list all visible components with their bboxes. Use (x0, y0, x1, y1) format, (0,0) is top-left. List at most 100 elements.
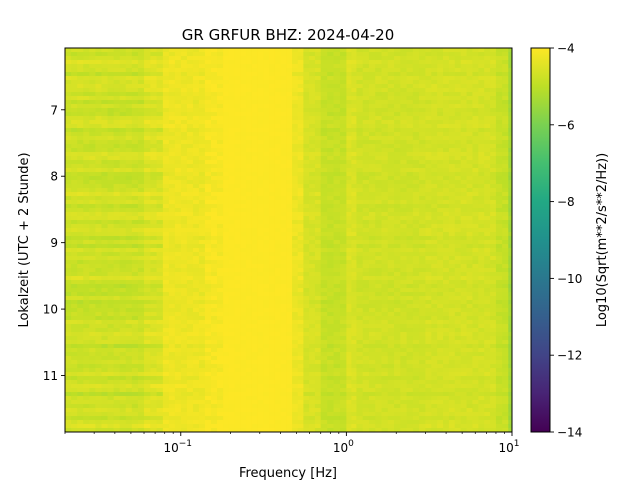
heatmap-cell (346, 160, 353, 165)
heatmap-cell (240, 164, 247, 169)
heatmap-cell (327, 180, 335, 185)
heatmap-cell (204, 320, 212, 325)
heatmap-cell (339, 288, 347, 293)
heatmap-cell (95, 52, 103, 57)
heatmap-cell (228, 384, 236, 389)
heatmap-cell (234, 424, 241, 429)
heatmap-cell (274, 284, 282, 289)
heatmap-cell (314, 380, 322, 385)
heatmap-cell (263, 128, 270, 133)
heatmap-cell (162, 228, 170, 233)
heatmap-cell (180, 244, 188, 249)
heatmap-cell (263, 132, 270, 137)
heatmap-cell (113, 332, 121, 337)
heatmap-cell (223, 136, 230, 141)
heatmap-cell (174, 340, 182, 345)
heatmap-cell (77, 248, 84, 253)
heatmap-cell (263, 164, 270, 169)
heatmap-cell (240, 140, 247, 145)
heatmap-cell (351, 308, 358, 313)
heatmap-cell (333, 416, 341, 421)
heatmap-cell (320, 416, 328, 421)
heatmap-cell (131, 236, 139, 241)
heatmap-cell (251, 392, 259, 397)
heatmap-cell (77, 400, 84, 405)
heatmap-cell (89, 348, 96, 353)
heatmap-cell (101, 104, 109, 109)
heatmap-cell (234, 280, 241, 285)
heatmap-cell (327, 264, 335, 269)
heatmap-cell (327, 292, 335, 297)
heatmap-cell (280, 232, 287, 237)
heatmap-cell (198, 280, 206, 285)
heatmap-cell (246, 292, 253, 297)
heatmap-cell (346, 252, 353, 257)
heatmap-cell (150, 296, 158, 301)
heatmap-cell (257, 168, 264, 173)
heatmap-cell (131, 428, 139, 432)
heatmap-cell (144, 196, 151, 201)
heatmap-cell (198, 212, 206, 217)
heatmap-cell (309, 416, 316, 421)
heatmap-cell (156, 156, 164, 161)
heatmap-cell (280, 312, 287, 317)
heatmap-cell (150, 204, 158, 209)
heatmap-cell (192, 116, 200, 121)
heatmap-cell (95, 168, 103, 173)
heatmap-cell (217, 428, 224, 432)
heatmap-cell (280, 228, 287, 233)
heatmap-cell (351, 112, 358, 117)
heatmap-cell (286, 156, 293, 161)
heatmap-cell (162, 168, 170, 173)
heatmap-cell (351, 104, 358, 109)
heatmap-cell (234, 404, 241, 409)
heatmap-cell (198, 48, 206, 53)
heatmap-cell (210, 344, 218, 349)
heatmap-cell (131, 216, 139, 221)
heatmap-cell (125, 324, 133, 329)
heatmap-cell (320, 384, 328, 389)
heatmap-cell (65, 428, 72, 432)
heatmap-cell (314, 152, 322, 157)
heatmap-cell (113, 284, 121, 289)
heatmap-cell (251, 132, 259, 137)
heatmap-cell (156, 172, 164, 177)
heatmap-cell (192, 164, 200, 169)
heatmap-cell (89, 68, 96, 73)
heatmap-cell (156, 68, 164, 73)
heatmap-cell (156, 184, 164, 189)
heatmap-cell (89, 312, 96, 317)
heatmap-cell (286, 332, 293, 337)
heatmap-cell (101, 428, 109, 432)
heatmap-cell (234, 64, 241, 69)
heatmap-cell (292, 52, 299, 57)
heatmap-cell (292, 292, 299, 297)
heatmap-cell (246, 408, 253, 413)
heatmap-cell (223, 236, 230, 241)
heatmap-cell (333, 312, 341, 317)
heatmap-cell (263, 96, 270, 101)
heatmap-cell (137, 252, 145, 257)
heatmap-cell (351, 92, 358, 97)
heatmap-cell (101, 168, 109, 173)
heatmap-cell (119, 364, 127, 369)
heatmap-cell (217, 156, 224, 161)
heatmap-cell (210, 216, 218, 221)
heatmap-cell (204, 180, 212, 185)
heatmap-cell (107, 260, 115, 265)
heatmap-cell (286, 192, 293, 197)
heatmap-cell (327, 224, 335, 229)
heatmap-cell (95, 352, 103, 357)
heatmap-cell (303, 120, 310, 125)
heatmap-cell (339, 404, 347, 409)
heatmap-cell (119, 368, 127, 373)
heatmap-cell (333, 356, 341, 361)
heatmap-cell (327, 208, 335, 213)
heatmap-cell (186, 320, 194, 325)
heatmap-cell (228, 288, 236, 293)
heatmap-cell (280, 164, 287, 169)
heatmap-cell (346, 240, 353, 245)
heatmap-cell (174, 208, 182, 213)
heatmap-cell (309, 272, 316, 277)
heatmap-cell (362, 92, 370, 97)
